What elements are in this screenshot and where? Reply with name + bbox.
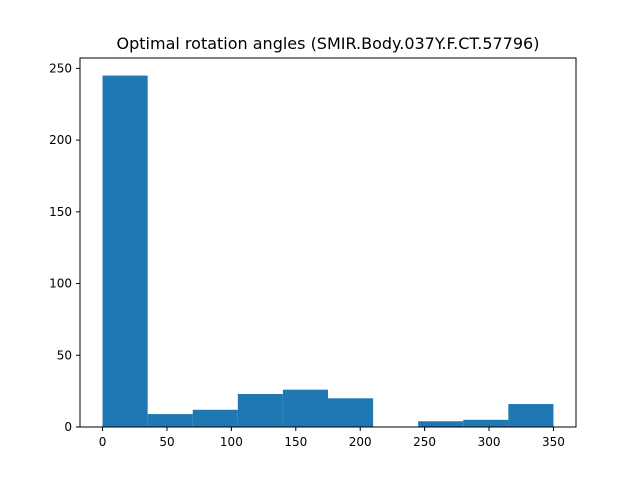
histogram-bar [418,421,464,427]
histogram-bar [192,409,238,427]
y-tick-label: 50 [57,348,72,362]
histogram-bar [237,394,283,427]
histogram-bar [508,404,554,427]
y-tick-label: 200 [49,133,72,147]
x-tick-label: 50 [159,435,174,449]
y-tick-label: 150 [49,205,72,219]
plot-frame [79,57,577,428]
y-axis: 0 50 100 150 200 250 [49,61,80,434]
x-axis: 0 50 100 150 200 250 300 350 [99,427,565,449]
chart-title: Optimal rotation angles (SMIR.Body.037Y.… [117,34,540,53]
histogram-bar [328,398,374,427]
histogram-bar [102,75,148,428]
x-tick-label: 150 [284,435,307,449]
y-tick-label: 0 [64,420,72,434]
x-tick-label: 300 [478,435,501,449]
histogram-bar [282,389,328,427]
histogram-bar [463,419,509,427]
y-tick-label: 250 [49,61,72,75]
x-tick-label: 350 [542,435,565,449]
bars-group [102,75,554,428]
histogram-bar [147,414,193,427]
x-tick-label: 200 [349,435,372,449]
y-tick-label: 100 [49,277,72,291]
x-tick-label: 250 [413,435,436,449]
x-tick-label: 100 [220,435,243,449]
x-tick-label: 0 [99,435,107,449]
